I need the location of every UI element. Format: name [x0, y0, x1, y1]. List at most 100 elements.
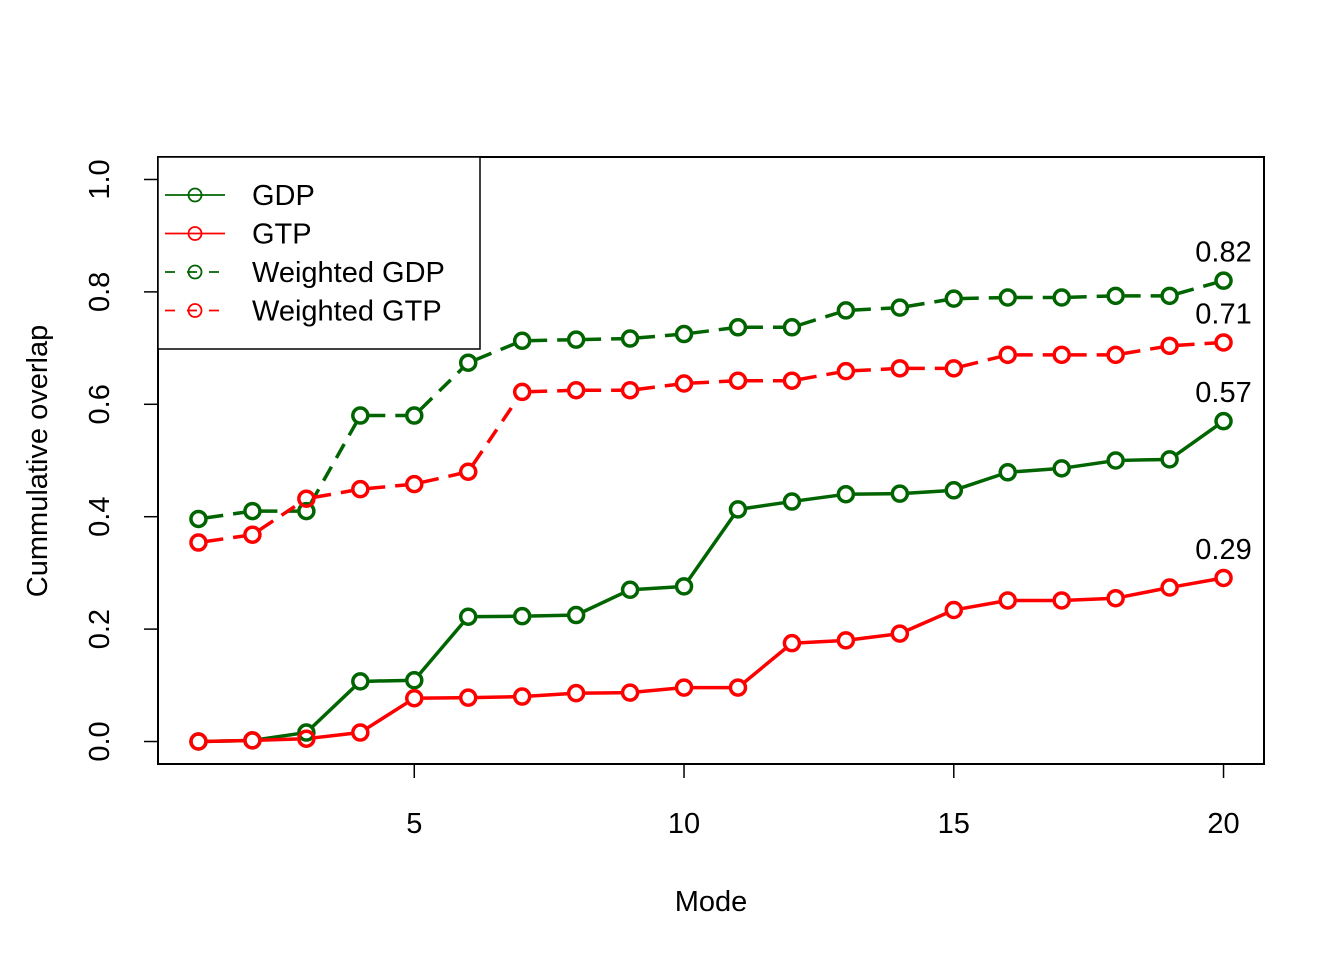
weighted-gdp-line-segment	[854, 306, 891, 312]
gdp-point	[728, 500, 748, 519]
gtp-line-segment	[477, 694, 514, 700]
gdp-line-segment	[531, 613, 568, 618]
gdp-point	[1160, 450, 1179, 469]
gtp-line-segment	[743, 647, 787, 684]
gdp-line-segment	[800, 493, 838, 503]
gdp-line-segment	[1016, 467, 1053, 474]
gtp-point	[405, 688, 424, 708]
series-layer	[189, 271, 1233, 751]
gdp-line-segment	[583, 592, 623, 613]
weighted-gtp-line-segment	[471, 398, 519, 466]
legend: GDP GTP Weighted GDP Weighted GTP	[157, 156, 481, 350]
gtp-point	[566, 683, 586, 703]
gdp-point	[674, 577, 694, 596]
legend-item-gtp: GTP	[165, 219, 312, 251]
weighted-gdp-point	[620, 329, 640, 348]
weighted-gtp-line-segment	[854, 367, 891, 373]
x-tick-label: 15	[938, 808, 970, 840]
y-tick-label: 0.8	[84, 272, 116, 312]
weighted-gdp-point	[566, 330, 586, 349]
weighted-gdp-point	[1214, 271, 1233, 290]
weighted-gtp-point	[1106, 345, 1125, 365]
gdp-line-segment	[1070, 460, 1107, 469]
x-tick-label: 10	[668, 808, 700, 840]
weighted-gdp-point	[405, 406, 424, 425]
legend-marker	[187, 226, 203, 241]
gdp-line-segment	[418, 622, 464, 675]
gtp-line-segment	[531, 691, 568, 698]
gdp-line-segment	[1175, 424, 1218, 456]
weighted-gdp-line-segment	[585, 336, 622, 342]
gdp-point	[297, 723, 316, 742]
weighted-gdp-line-segment	[419, 367, 464, 411]
legend-label: Weighted GDP	[252, 257, 445, 289]
gdp-point	[405, 671, 424, 690]
gdp-point	[1106, 451, 1125, 470]
gtp-point	[1106, 588, 1125, 608]
weighted-gdp-line-segment	[475, 342, 515, 361]
weighted-gtp-point	[243, 525, 262, 544]
weighted-gtp-end-label: 0.71	[1195, 298, 1251, 330]
series-gdp	[189, 411, 1233, 751]
weighted-gdp-point	[836, 301, 856, 320]
gtp-point	[998, 591, 1017, 610]
weighted-gdp-point	[351, 406, 370, 425]
end-labels: 0.57 0.29 0.82 0.71	[1195, 237, 1251, 566]
series-gtp	[189, 568, 1233, 751]
gtp-line-segment	[1070, 596, 1107, 602]
legend-box	[157, 156, 481, 350]
weighted-gtp-line-segment	[258, 502, 300, 532]
weighted-gdp-line-segment	[1070, 294, 1107, 299]
gtp-point	[512, 687, 532, 706]
weighted-gtp-line-segment	[207, 534, 244, 543]
weighted-gdp-line-segment	[207, 510, 244, 520]
gtp-point	[243, 731, 262, 750]
weighted-gdp-point	[890, 298, 910, 317]
gtp-point	[1160, 578, 1179, 597]
gtp-point	[620, 683, 640, 702]
gtp-point	[728, 678, 748, 697]
weighted-gtp-point	[728, 371, 748, 390]
legend-marker	[187, 303, 203, 318]
series-weighted-gtp	[189, 333, 1233, 552]
gdp-point	[351, 672, 370, 691]
gtp-point	[836, 631, 856, 650]
gdp-line-segment	[1124, 457, 1161, 463]
gtp-line-segment	[315, 731, 352, 740]
gdp-line-segment	[908, 489, 945, 495]
weighted-gtp-point	[458, 462, 478, 481]
weighted-gtp-point	[1052, 345, 1071, 365]
gdp-point	[836, 484, 856, 504]
gdp-point	[782, 492, 802, 511]
weighted-gtp-point	[351, 479, 370, 499]
weighted-gtp-point	[566, 380, 586, 400]
gdp-point	[512, 606, 532, 626]
gdp-line-segment	[961, 473, 1000, 490]
x-axis-title: Mode	[675, 886, 748, 918]
weighted-gtp-line-segment	[800, 370, 838, 381]
weighted-gdp-point	[1160, 286, 1179, 306]
weighted-gdp-line-segment	[962, 295, 999, 301]
weighted-gdp-line-segment	[1177, 281, 1216, 296]
x-tick-label: 20	[1207, 808, 1239, 840]
gdp-point	[1214, 411, 1233, 431]
weighted-gtp-point	[998, 345, 1017, 365]
weighted-gtp-point	[674, 374, 694, 393]
weighted-gtp-line-segment	[638, 382, 676, 391]
weighted-gtp-line-segment	[1124, 345, 1161, 356]
legend-label: GDP	[252, 180, 315, 212]
gtp-point	[1214, 568, 1233, 588]
weighted-gtp-line-segment	[962, 355, 1000, 368]
legend-item-weighted-gdp: Weighted GDP	[165, 257, 445, 289]
gdp-point	[620, 580, 640, 600]
legend-marker	[187, 187, 203, 203]
y-axis: 0.0 0.2 0.4 0.6 0.8 1.0	[84, 159, 159, 762]
weighted-gtp-line-segment	[1178, 341, 1215, 348]
weighted-gdp-point	[512, 331, 532, 351]
legend-label: Weighted GTP	[252, 296, 442, 328]
gdp-line-segment	[311, 686, 355, 728]
legend-item-gdp: GDP	[165, 180, 315, 212]
weighted-gdp-point	[1106, 286, 1125, 306]
weighted-gtp-point	[512, 382, 532, 402]
gtp-end-label: 0.29	[1195, 534, 1251, 566]
